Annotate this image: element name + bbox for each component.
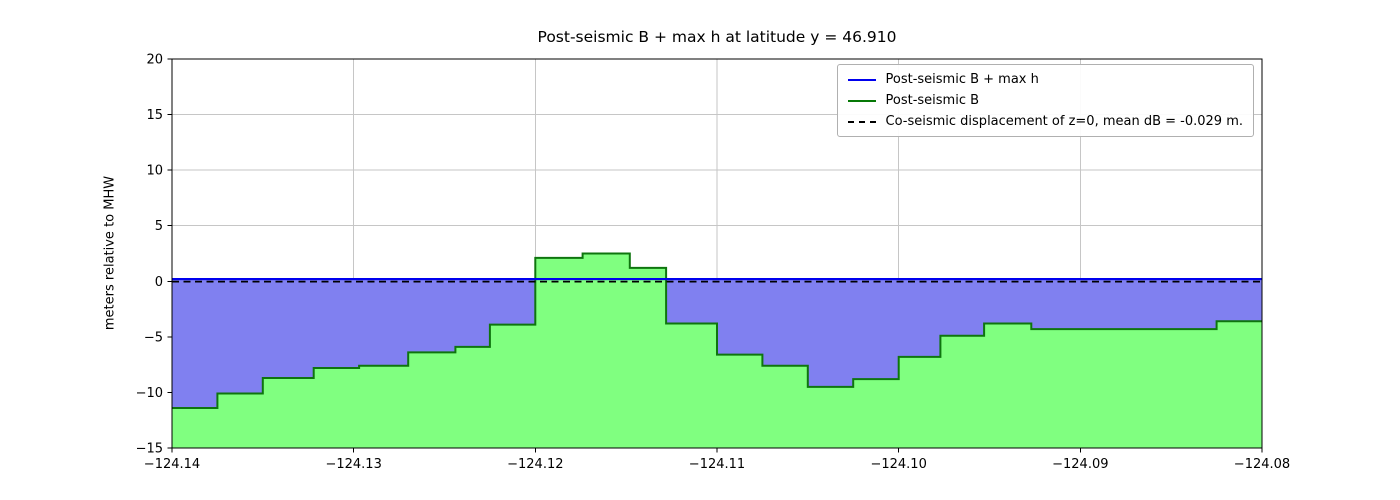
- svg-text:−5: −5: [144, 330, 163, 345]
- tick-labels: −124.14 −124.13 −124.12 −124.11 −124.10 −124.…: [136, 53, 1291, 473]
- legend: Post-seismic B + max h Post-seismic B Co…: [836, 64, 1254, 137]
- legend-item: Post-seismic B + max h: [847, 72, 1244, 87]
- series-b-line: [172, 252, 1262, 409]
- legend-label: Co-seismic displacement of z=0, mean dB …: [885, 114, 1244, 129]
- svg-text:−124.13: −124.13: [325, 457, 381, 472]
- svg-text:15: 15: [146, 108, 163, 123]
- legend-line-sample-blue: [847, 78, 876, 81]
- legend-line-sample-green: [847, 99, 876, 102]
- ticks: [167, 58, 1263, 453]
- legend-label: Post-seismic B: [885, 93, 980, 108]
- svg-text:−124.09: −124.09: [1052, 457, 1108, 472]
- legend-item: Co-seismic displacement of z=0, mean dB …: [847, 114, 1244, 129]
- svg-text:−124.11: −124.11: [689, 457, 745, 472]
- svg-text:−10: −10: [136, 386, 163, 401]
- svg-text:−124.12: −124.12: [507, 457, 563, 472]
- svg-text:20: 20: [146, 53, 163, 68]
- svg-text:5: 5: [155, 219, 163, 234]
- svg-text:10: 10: [146, 164, 163, 179]
- svg-text:−124.14: −124.14: [144, 457, 200, 472]
- y-axis-label: meters relative to MHW: [102, 175, 118, 331]
- svg-text:−15: −15: [136, 442, 163, 457]
- legend-line-sample-dashed: [847, 120, 876, 123]
- legend-label: Post-seismic B + max h: [885, 72, 1039, 87]
- svg-text:−124.10: −124.10: [870, 457, 926, 472]
- chart-title: Post-seismic B + max h at latitude y = 4…: [537, 28, 897, 46]
- svg-text:0: 0: [155, 275, 163, 290]
- legend-item: Post-seismic B: [847, 93, 1244, 108]
- svg-text:−124.08: −124.08: [1234, 457, 1290, 472]
